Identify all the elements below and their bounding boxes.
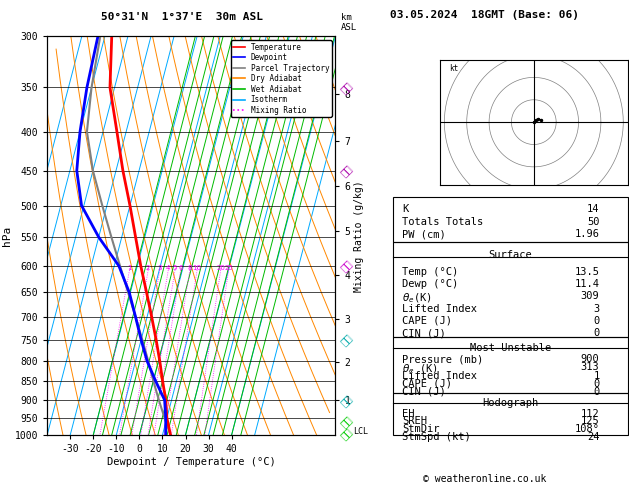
Text: PW (cm): PW (cm)	[403, 229, 446, 240]
Text: 50°31'N  1°37'E  30m ASL: 50°31'N 1°37'E 30m ASL	[101, 12, 264, 22]
Text: 2: 2	[146, 265, 150, 271]
Text: CAPE (J): CAPE (J)	[403, 379, 452, 389]
Text: Pressure (mb): Pressure (mb)	[403, 354, 484, 364]
Text: $\theta_e$(K): $\theta_e$(K)	[403, 291, 432, 305]
Text: km
ASL: km ASL	[341, 13, 357, 33]
Text: StmDir: StmDir	[403, 424, 440, 434]
Text: © weatheronline.co.uk: © weatheronline.co.uk	[423, 473, 546, 484]
Text: 0: 0	[593, 387, 599, 397]
Legend: Temperature, Dewpoint, Parcel Trajectory, Dry Adiabat, Wet Adiabat, Isotherm, Mi: Temperature, Dewpoint, Parcel Trajectory…	[231, 40, 331, 117]
Text: 313: 313	[581, 363, 599, 372]
Text: Surface: Surface	[489, 250, 532, 260]
Text: Hodograph: Hodograph	[482, 399, 538, 408]
Text: 14: 14	[587, 204, 599, 214]
Text: 10: 10	[192, 265, 201, 271]
Text: EH: EH	[403, 409, 415, 419]
Text: 309: 309	[581, 291, 599, 301]
Text: kt: kt	[449, 64, 458, 73]
Text: ⟍⟍: ⟍⟍	[338, 414, 354, 429]
Text: 03.05.2024  18GMT (Base: 06): 03.05.2024 18GMT (Base: 06)	[390, 10, 579, 20]
Text: ⟍⟍: ⟍⟍	[338, 80, 354, 95]
Text: K: K	[403, 204, 409, 214]
Text: 11.4: 11.4	[574, 279, 599, 289]
Text: 0: 0	[593, 316, 599, 326]
Text: ⟍⟍: ⟍⟍	[338, 258, 354, 274]
Text: 1: 1	[127, 265, 131, 271]
Bar	[393, 337, 628, 393]
Text: 13.5: 13.5	[574, 267, 599, 277]
Text: 6: 6	[178, 265, 183, 271]
Text: CIN (J): CIN (J)	[403, 328, 446, 338]
Text: 5: 5	[172, 265, 177, 271]
X-axis label: Dewpoint / Temperature (°C): Dewpoint / Temperature (°C)	[107, 457, 276, 467]
Text: Lifted Index: Lifted Index	[403, 304, 477, 313]
Text: CAPE (J): CAPE (J)	[403, 316, 452, 326]
Text: $\theta_e$ (K): $\theta_e$ (K)	[403, 363, 438, 376]
Bar	[393, 242, 628, 337]
Text: 8: 8	[187, 265, 192, 271]
Y-axis label: Mixing Ratio (g/kg): Mixing Ratio (g/kg)	[355, 180, 364, 292]
Text: LCL: LCL	[353, 427, 368, 436]
Text: ⟍⟍: ⟍⟍	[338, 392, 354, 408]
Text: StmSpd (kt): StmSpd (kt)	[403, 432, 471, 442]
Text: Lifted Index: Lifted Index	[403, 370, 477, 381]
Text: 25: 25	[224, 265, 233, 271]
Y-axis label: hPa: hPa	[2, 226, 12, 246]
Text: Temp (°C): Temp (°C)	[403, 267, 459, 277]
Text: 50: 50	[587, 217, 599, 226]
Text: 112: 112	[581, 409, 599, 419]
Text: ⟍⟍: ⟍⟍	[338, 426, 354, 441]
Text: 3: 3	[593, 304, 599, 313]
Text: Most Unstable: Most Unstable	[470, 343, 551, 353]
Text: 1: 1	[593, 370, 599, 381]
Text: 900: 900	[581, 354, 599, 364]
Bar	[393, 197, 628, 242]
Text: SREH: SREH	[403, 417, 427, 426]
Text: 0: 0	[593, 379, 599, 389]
Text: 3: 3	[157, 265, 162, 271]
Text: 108°: 108°	[574, 424, 599, 434]
Text: 20: 20	[216, 265, 225, 271]
Text: ⟍⟍: ⟍⟍	[338, 163, 354, 178]
Text: CIN (J): CIN (J)	[403, 387, 446, 397]
Bar	[393, 393, 628, 435]
Text: 125: 125	[581, 417, 599, 426]
Text: Totals Totals: Totals Totals	[403, 217, 484, 226]
Text: 1.96: 1.96	[574, 229, 599, 240]
Text: ⟍⟍: ⟍⟍	[338, 332, 354, 347]
Text: 4: 4	[166, 265, 170, 271]
Text: Dewp (°C): Dewp (°C)	[403, 279, 459, 289]
Text: 0: 0	[593, 328, 599, 338]
Text: 24: 24	[587, 432, 599, 442]
